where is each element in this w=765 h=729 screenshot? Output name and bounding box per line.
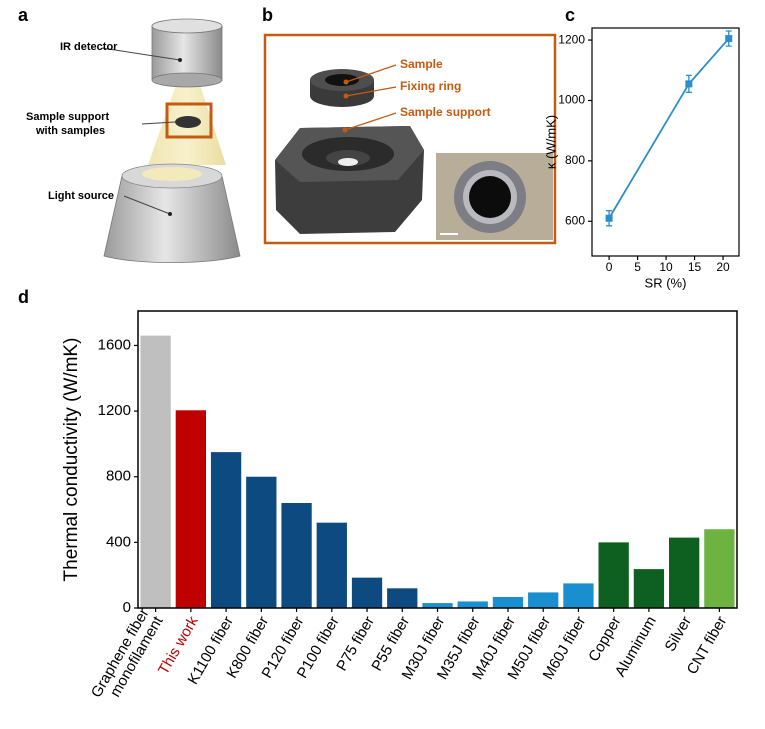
label: Sample support bbox=[26, 111, 109, 123]
x-tick-label: 15 bbox=[688, 260, 702, 274]
y-tick-label: 1600 bbox=[98, 336, 131, 353]
bar bbox=[140, 335, 171, 608]
panel-label: d bbox=[18, 287, 29, 307]
bar bbox=[210, 452, 242, 608]
bar bbox=[528, 592, 559, 608]
data-point bbox=[605, 214, 613, 222]
setup-diagram bbox=[101, 18, 241, 264]
x-tick-label: 0 bbox=[606, 260, 613, 274]
bar bbox=[246, 476, 277, 608]
label: Sample bbox=[400, 57, 443, 71]
bar bbox=[422, 603, 453, 608]
label: IR detector bbox=[60, 41, 118, 53]
x-tick-label: 5 bbox=[634, 260, 641, 274]
x-tick-label: 20 bbox=[716, 260, 730, 274]
bar bbox=[563, 583, 594, 608]
y-tick-label: 0 bbox=[123, 599, 131, 616]
x-axis-label: SR (%) bbox=[645, 275, 687, 290]
bar bbox=[281, 502, 312, 608]
label: Light source bbox=[48, 190, 114, 202]
y-tick-label: 1000 bbox=[558, 93, 585, 107]
bar bbox=[704, 529, 735, 608]
data-line bbox=[608, 37, 730, 219]
y-tick-label: 800 bbox=[106, 468, 131, 485]
y-axis-label: κ (W/mK) bbox=[543, 115, 558, 169]
x-tick-label: 10 bbox=[659, 260, 673, 274]
bar bbox=[668, 537, 700, 608]
x-tick-label: Silver bbox=[662, 613, 695, 654]
bar bbox=[316, 522, 347, 608]
panel-label: b bbox=[262, 5, 273, 25]
y-tick-label: 600 bbox=[565, 213, 585, 227]
y-axis-label: Thermal conductivity (W/mK) bbox=[61, 338, 82, 582]
bar bbox=[633, 569, 665, 608]
bar bbox=[175, 410, 207, 608]
plot-frame bbox=[591, 27, 740, 257]
y-tick-label: 800 bbox=[565, 153, 585, 167]
y-tick-label: 400 bbox=[106, 533, 131, 550]
y-tick-label: 1200 bbox=[558, 32, 585, 46]
panel-label: c bbox=[565, 5, 575, 25]
bar bbox=[598, 542, 629, 608]
x-tick-label: Copper bbox=[585, 613, 624, 664]
y-tick-label: 1200 bbox=[98, 402, 131, 419]
label: Sample support bbox=[400, 105, 491, 119]
bar bbox=[492, 597, 524, 608]
data-point bbox=[685, 80, 693, 88]
data-point bbox=[725, 35, 733, 43]
panel-label: a bbox=[18, 5, 29, 25]
label: with samples bbox=[35, 125, 105, 137]
holder-diagram bbox=[263, 33, 557, 245]
bar bbox=[387, 588, 418, 608]
bar bbox=[457, 601, 488, 608]
label: Fixing ring bbox=[400, 79, 461, 93]
plot-frame bbox=[137, 310, 738, 609]
bar bbox=[351, 577, 383, 608]
